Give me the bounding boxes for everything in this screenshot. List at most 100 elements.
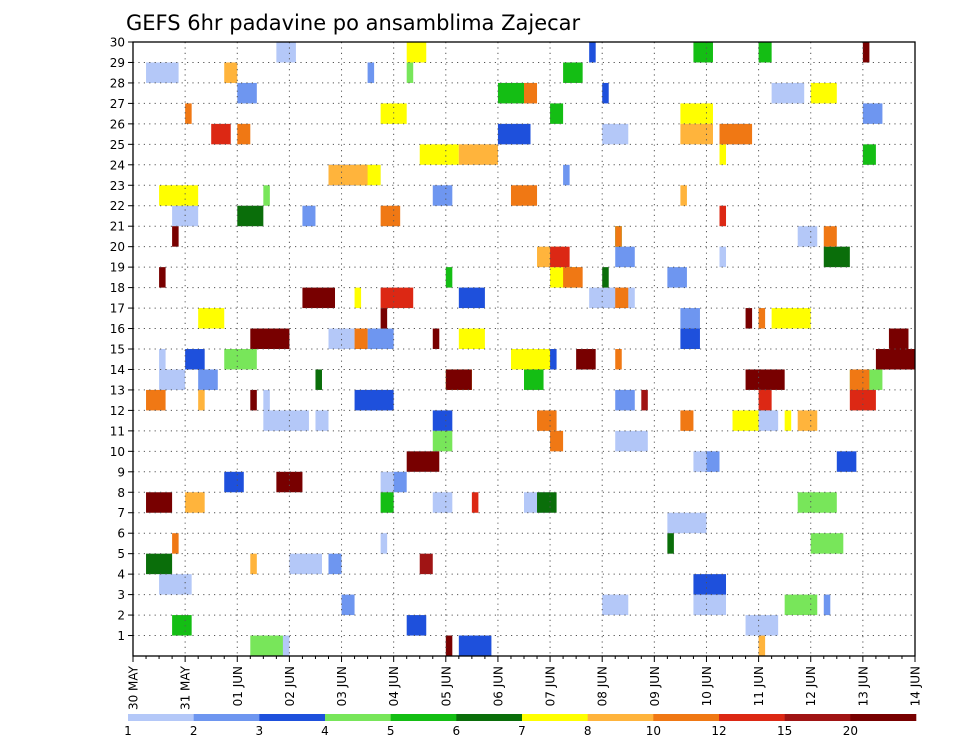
y-axis: 1234567891011121314151617181920212223242…: [110, 36, 133, 643]
x-tick-label: 01 JUN: [231, 666, 245, 706]
heatmap-cell: [237, 205, 264, 227]
heatmap-cell: [354, 389, 394, 411]
x-tick-label: 02 JUN: [283, 666, 297, 706]
heatmap-cell: [172, 226, 179, 247]
heatmap-cell: [302, 287, 336, 309]
heatmap-cell: [367, 328, 394, 349]
heatmap-cell: [849, 369, 870, 390]
y-tick-label: 25: [110, 138, 125, 152]
heatmap-cell: [185, 103, 192, 124]
x-tick-label: 04 JUN: [387, 666, 401, 706]
x-tick-label: 30 MAY: [127, 665, 141, 710]
colorbar-label: 12: [711, 724, 726, 738]
chart-title: GEFS 6hr padavine po ansamblima Zajecar: [126, 11, 581, 35]
y-tick-label: 8: [117, 486, 125, 500]
y-tick-label: 16: [110, 322, 125, 336]
heatmap-cell: [758, 308, 766, 329]
colorbar: 1 2 3 4 5 6 7 8 10 12 15 20: [124, 714, 917, 738]
colorbar-swatch: [390, 714, 457, 721]
heatmap-cell: [524, 369, 544, 390]
heatmap-cell: [680, 103, 713, 124]
heatmap-cell: [380, 533, 388, 554]
heatmap-cell: [758, 42, 772, 63]
heatmap-cell: [719, 123, 753, 145]
grid-layer: [133, 41, 915, 656]
heatmap-cell: [380, 205, 401, 227]
heatmap-cell: [406, 451, 440, 472]
y-tick-label: 19: [110, 261, 125, 275]
y-tick-label: 26: [110, 117, 125, 131]
y-tick-label: 21: [110, 220, 125, 234]
heatmap-cell: [445, 635, 453, 656]
heatmap-cell: [432, 185, 453, 206]
colorbar-label: 10: [646, 724, 661, 738]
x-tick-label: 14 JUN: [909, 666, 923, 706]
heatmap-cell: [615, 430, 648, 452]
heatmap-cell: [693, 574, 727, 595]
heatmap-cell: [458, 287, 485, 309]
heatmap-cell: [680, 328, 700, 349]
x-tick-label: 11 JUN: [752, 666, 766, 706]
heatmap-cell: [432, 430, 453, 452]
heatmap-cell: [393, 471, 407, 493]
colorbar-swatch: [587, 714, 654, 721]
colorbar-swatch: [193, 714, 260, 721]
heatmap-cell: [615, 287, 629, 309]
heatmap-cell: [758, 389, 772, 411]
y-tick-label: 12: [110, 404, 125, 418]
heatmap-cell: [641, 389, 648, 411]
y-tick-label: 24: [110, 158, 125, 172]
heatmap-cell: [550, 246, 570, 268]
heatmap-cell: [719, 246, 727, 268]
y-tick-label: 29: [110, 56, 125, 70]
colorbar-swatch: [325, 714, 391, 721]
heatmap-cell: [602, 82, 609, 104]
colorbar-swatch: [522, 714, 588, 721]
y-tick-label: 20: [110, 240, 125, 254]
heatmap-cell: [185, 349, 205, 370]
heatmap-cell: [419, 144, 459, 165]
heatmap-cell: [380, 287, 414, 309]
heatmap-cell: [771, 82, 805, 104]
colorbar-swatch: [653, 714, 720, 721]
colorbar-swatch: [850, 714, 917, 721]
heatmap-cell: [250, 553, 257, 575]
heatmap-cell: [302, 205, 316, 227]
y-tick-label: 18: [110, 281, 125, 295]
heatmap-cell: [406, 62, 414, 83]
heatmap-cell: [471, 492, 479, 513]
x-tick-label: 09 JUN: [648, 666, 662, 706]
y-tick-label: 15: [110, 343, 125, 357]
heatmap-cell: [680, 410, 694, 431]
heatmap-cell: [510, 185, 538, 206]
heatmap-cell: [797, 410, 818, 431]
heatmap-cell: [836, 451, 857, 472]
heatmap-cell: [172, 533, 179, 554]
heatmap-cell: [745, 308, 753, 329]
heatmap-cell: [862, 144, 876, 165]
heatmap-cell: [732, 410, 759, 431]
y-tick-label: 1: [117, 629, 125, 643]
x-tick-label: 07 JUN: [544, 666, 558, 706]
heatmap-cell: [497, 123, 531, 145]
heatmap-cell: [576, 349, 596, 370]
heatmap-cell: [380, 492, 394, 513]
y-tick-label: 30: [110, 36, 125, 50]
heatmap-cell: [823, 594, 831, 616]
heatmap-cell: [159, 574, 192, 595]
heatmap-cell: [458, 328, 485, 349]
heatmap-cell: [315, 410, 329, 431]
heatmap-cell: [797, 226, 818, 247]
y-tick-label: 10: [110, 445, 125, 459]
y-tick-label: 17: [110, 302, 125, 316]
heatmap-cell: [563, 267, 583, 288]
heatmap-cell: [602, 123, 629, 145]
heatmap-cell: [432, 328, 440, 349]
colorbar-label: 1: [124, 724, 132, 738]
colorbar-label: 6: [453, 724, 461, 738]
y-tick-label: 6: [117, 527, 125, 541]
heatmap-cell: [784, 594, 818, 616]
heatmap-cell: [771, 308, 811, 329]
heatmap-cell: [693, 42, 713, 63]
heatmap-cell: [888, 328, 909, 349]
